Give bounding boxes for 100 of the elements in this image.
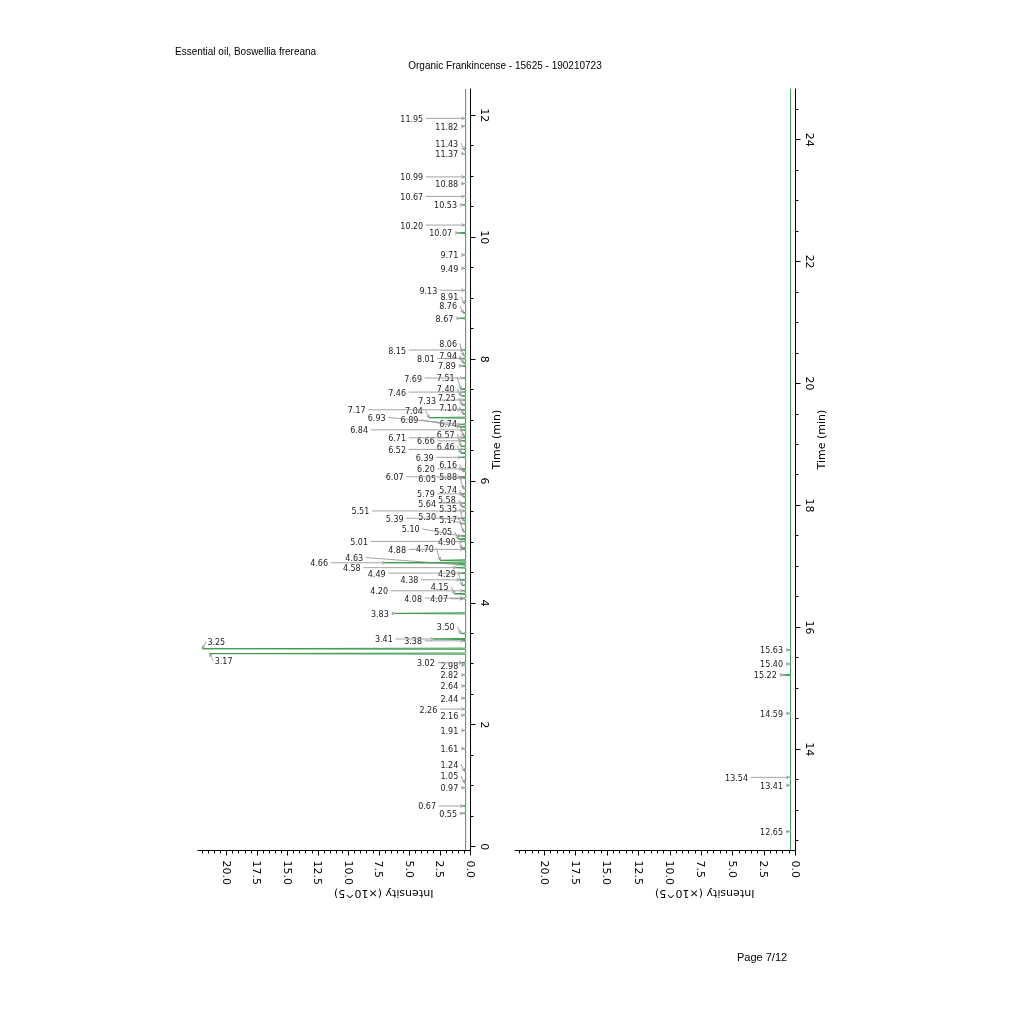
annotation: 5.58 [437,496,456,506]
annotation: 2.64 [440,682,459,692]
annotation: 10.07 [429,229,453,239]
annotation: 10.67 [400,192,424,202]
y-tick-label: 24 [802,132,816,147]
annotation: 5.30 [418,513,436,523]
annotation: 5.88 [439,472,457,482]
annotation: 6.71 [388,434,406,444]
chart-title: Essential oil, Boswellia frereana [175,45,317,59]
text: Organic Frankincense - 15625 - 190210723 [408,59,602,73]
line-series [782,88,791,851]
annotation: 3.50 [436,622,455,632]
annotation: 4.15 [430,583,449,593]
annotation: 6.89 [400,416,419,426]
annotation: 3.41 [374,635,393,645]
x-axis-title: Intensity (×10^5) [655,886,755,900]
annotation: 6.39 [415,453,434,463]
x-tick-label: 10.0 [341,860,355,885]
x-tick-label: 10.0 [663,860,677,885]
x-tick-label: 5.0 [402,860,416,878]
annotation: 7.89 [437,362,456,372]
annotation: 1.91 [440,726,459,736]
annotation: 7.25 [437,394,456,404]
annotation: 5.79 [416,490,435,500]
annotation: 11.43 [435,139,459,149]
annotation: 4.63 [345,554,364,564]
annotation: 4.29 [437,569,456,579]
x-tick-label: 0.0 [788,860,802,878]
annotation: 6.52 [388,445,406,455]
annotation: 8.06 [439,340,457,349]
annotation: 5.35 [439,505,457,515]
annotation: 7.69 [404,374,422,384]
x-tick-label: 15.0 [280,860,294,885]
annotation: 11.82 [435,122,459,132]
y-tick-label: 14 [802,742,816,757]
annotation: 6.93 [367,413,386,423]
annotation: 10.53 [434,201,457,211]
annotation: 10.88 [435,180,459,190]
annotation: 15.40 [760,660,784,670]
annotation: 0.55 [439,809,457,819]
x-tick-label: 15.0 [600,860,614,885]
annotation: 3.83 [370,609,389,619]
annotation: 0.67 [418,802,436,812]
annotation: 4.07 [430,595,448,605]
annotation: 7.94 [439,352,457,362]
annotation: 3.02 [416,659,435,669]
annotation: 12.65 [760,828,784,838]
y-axis-title: Time (min) [490,409,503,471]
annotation: 8.76 [439,302,457,312]
annotation: 5.01 [350,537,368,547]
annotation: 8.91 [440,293,459,303]
line-series [201,88,467,851]
annotation: 2.98 [440,661,459,671]
annotation: 1.24 [440,760,459,770]
annotation: 13.54 [725,773,749,783]
annotation: 6.07 [385,473,404,483]
annotation: 0.97 [440,784,459,794]
y-tick-label: 8 [477,355,491,363]
annotation: 4.66 [310,559,328,569]
annotation: 8.15 [388,346,406,356]
x-tick-label: 17.5 [250,860,264,885]
x-axis-title: Intensity (×10^5) [334,886,434,900]
x-tick-label: 20.0 [219,860,233,885]
annotation: 7.46 [388,388,406,398]
annotation: 11.37 [435,150,459,160]
annotation: 2.82 [440,671,459,681]
annotation: 5.51 [351,507,370,517]
x-tick-label: 0.0 [463,860,477,878]
y-tick-label: 2 [477,721,491,729]
y-tick-label: 16 [802,620,816,635]
annotation: 15.22 [753,671,777,681]
annotation: 13.41 [760,781,784,791]
annotation: 5.39 [385,514,404,524]
x-tick-label: 7.5 [694,860,708,878]
x-tick-label: 7.5 [372,860,386,878]
annotation: 4.70 [416,544,434,554]
annotation: 2.44 [440,694,459,704]
annotation: 6.46 [436,442,455,452]
annotation: 4.49 [367,569,386,579]
annotation: 3.25 [207,638,226,648]
annotation: 4.20 [370,587,388,597]
y-tick-label: 6 [477,477,491,485]
annotation: 11.95 [400,114,424,124]
annotation: 6.66 [416,437,435,447]
annotation: 2.16 [440,711,459,721]
annotation: 3.38 [404,637,422,647]
annotation: 7.40 [436,385,455,395]
annotation: 3.17 [214,657,233,667]
annotation: 1.05 [440,772,459,782]
annotation: 4.90 [437,537,456,547]
annotation: 6.57 [436,430,455,440]
annotation: 6.84 [350,426,368,436]
annotation: 4.08 [404,594,422,604]
annotation: 7.17 [347,406,366,416]
annotation: 6.16 [439,460,457,470]
annotation: 4.88 [388,545,406,555]
annotation: 8.67 [435,314,454,324]
y-tick-label: 22 [802,254,816,269]
x-tick-label: 17.5 [568,860,582,885]
annotation: 6.05 [418,474,436,484]
